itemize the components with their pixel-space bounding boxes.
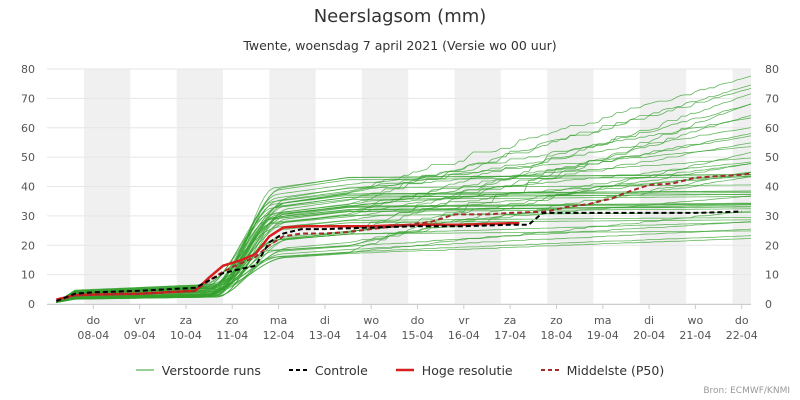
legend-swatch-hires — [395, 368, 414, 372]
y-tick-label-left: 40 — [21, 181, 35, 194]
x-tick-day: ma — [594, 314, 611, 327]
x-tick-date: 15-04 — [402, 329, 434, 342]
y-tick-label-left: 10 — [21, 269, 35, 282]
x-tick-date: 22-04 — [726, 329, 758, 342]
y-tick-label-left: 0 — [28, 298, 35, 311]
ensemble-run — [56, 133, 752, 303]
x-tick-day: za — [180, 314, 193, 327]
legend-swatch-control — [288, 369, 307, 371]
ensemble-run — [56, 174, 752, 303]
ensemble-run — [56, 202, 751, 303]
legend-swatch-ensemble — [135, 369, 154, 371]
legend-label-hires: Hoge resolutie — [421, 362, 513, 378]
y-tick-label-right: 10 — [765, 269, 779, 282]
legend-item-p50[interactable]: Middelste (P50) — [540, 362, 665, 378]
y-tick-label-right: 30 — [765, 210, 779, 223]
y-tick-label-right: 40 — [765, 181, 779, 194]
legend-item-control[interactable]: Controle — [288, 362, 368, 378]
x-tick-day: wo — [688, 314, 704, 327]
legend-label-ensemble: Verstoorde runs — [161, 362, 261, 378]
y-tick-label-right: 70 — [765, 92, 779, 105]
x-tick-date: 08-04 — [77, 329, 109, 342]
x-tick-date: 14-04 — [355, 329, 387, 342]
x-tick-date: 17-04 — [494, 329, 526, 342]
y-tick-label-left: 70 — [21, 92, 35, 105]
x-tick-date: 21-04 — [679, 329, 711, 342]
legend-swatch-p50 — [540, 369, 559, 371]
ensemble-run — [56, 238, 752, 303]
y-tick-label-left: 30 — [21, 210, 35, 223]
x-tick-day: vr — [134, 314, 146, 327]
x-tick-date: 11-04 — [216, 329, 248, 342]
legend-item-ensemble[interactable]: Verstoorde runs — [135, 362, 261, 378]
y-tick-label-left: 60 — [21, 122, 35, 135]
ensemble-run — [56, 135, 752, 303]
y-tick-label-left: 80 — [21, 63, 35, 76]
x-tick-date: 09-04 — [124, 329, 156, 342]
legend: Verstoorde runs Controle Hoge resolutie … — [0, 361, 800, 379]
x-tick-day: ma — [270, 314, 287, 327]
chart-title: Neerslagsom (mm) — [313, 6, 487, 27]
y-tick-label-right: 60 — [765, 122, 779, 135]
x-tick-date: 12-04 — [263, 329, 295, 342]
ensemble-runs — [56, 75, 752, 303]
x-tick-day: di — [644, 314, 654, 327]
x-tick-day: do — [411, 314, 425, 327]
x-tick-day: do — [86, 314, 100, 327]
x-tick-day: za — [504, 314, 517, 327]
x-tick-day: wo — [363, 314, 379, 327]
ensemble-run — [56, 212, 752, 303]
x-tick-date: 16-04 — [448, 329, 480, 342]
x-tick-day: do — [735, 314, 749, 327]
ensemble-run — [56, 194, 751, 303]
x-tick-date: 13-04 — [309, 329, 341, 342]
x-tick-day: vr — [458, 314, 470, 327]
series-controle — [55, 210, 742, 303]
legend-label-control: Controle — [314, 362, 368, 378]
x-tick-date: 19-04 — [587, 329, 619, 342]
x-tick-day: zo — [226, 314, 239, 327]
y-tick-label-right: 50 — [765, 151, 779, 164]
y-tick-label-left: 20 — [21, 239, 35, 252]
series-middelste-p50 — [55, 172, 752, 303]
y-tick-label-right: 20 — [765, 239, 779, 252]
x-tick-date: 10-04 — [170, 329, 202, 342]
x-tick-date: 20-04 — [633, 329, 665, 342]
main-series — [55, 172, 752, 303]
axes: 0 0 10 10 20 20 30 30 40 40 50 50 60 60 70 70 80 80 do 08-0… — [21, 63, 779, 342]
legend-item-hires[interactable]: Hoge resolutie — [395, 362, 513, 378]
y-tick-label-left: 50 — [21, 151, 35, 164]
x-tick-date: 18-04 — [540, 329, 572, 342]
ensemble-run — [56, 204, 752, 303]
y-tick-label-right: 80 — [765, 63, 779, 76]
source-credit: Bron: ECMWF/KNMI — [703, 386, 790, 396]
x-tick-day: zo — [550, 314, 563, 327]
x-tick-day: di — [320, 314, 330, 327]
legend-label-p50: Middelste (P50) — [566, 362, 665, 378]
chart-subtitle: Twente, woensdag 7 april 2021 (Versie wo… — [243, 38, 557, 53]
y-tick-label-right: 0 — [765, 298, 772, 311]
